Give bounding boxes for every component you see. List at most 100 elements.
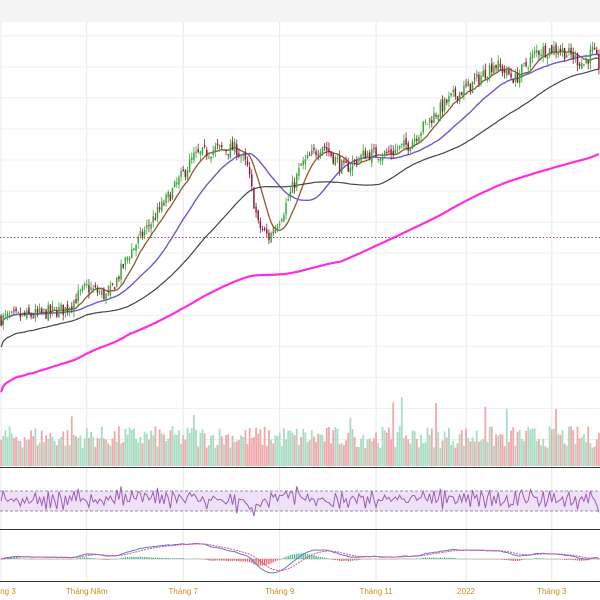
volume-bar [107, 443, 110, 466]
candle-body [568, 47, 570, 53]
macd-histogram-bar [309, 554, 311, 559]
candle [563, 47, 566, 62]
candle [591, 41, 594, 55]
volume-bar [428, 435, 431, 466]
candle-body [437, 115, 439, 120]
candle [98, 287, 101, 295]
candle [345, 156, 347, 164]
volume-bar [426, 427, 429, 466]
volume-bar [180, 443, 182, 466]
candle-body [570, 47, 572, 55]
candle [283, 212, 285, 223]
candle-body [143, 230, 146, 236]
candle-body [501, 66, 504, 74]
candle-body [109, 285, 112, 296]
candle-body [51, 306, 54, 311]
volume-bar [525, 431, 527, 466]
macd-histogram-bar [174, 558, 176, 559]
candle [86, 279, 88, 288]
candle-body [413, 138, 416, 142]
volume-bar [445, 437, 448, 466]
macd-histogram-bar [332, 559, 334, 560]
volume-bar [248, 427, 251, 466]
volume-bar [246, 443, 249, 466]
candle-body [111, 283, 114, 285]
candle-body [486, 76, 489, 80]
volume-bar [589, 443, 592, 466]
macd-histogram-bar [424, 557, 426, 559]
candle [131, 243, 133, 259]
candle [480, 71, 482, 87]
candle-body [248, 167, 251, 175]
macd-histogram-bar [536, 558, 538, 559]
macd-histogram-bar [159, 557, 161, 559]
volume-bar [373, 438, 375, 466]
candle-body [531, 53, 534, 59]
candle [557, 46, 559, 58]
candle-body [553, 46, 555, 55]
macd-histogram-bar [504, 559, 506, 561]
candle [396, 144, 399, 155]
volume-bar [353, 437, 356, 466]
candle [191, 152, 193, 165]
candle-body [274, 227, 277, 233]
candle [409, 147, 412, 154]
candle [4, 310, 7, 319]
candle-body [512, 79, 514, 84]
volume-bar [184, 439, 187, 466]
candle [377, 158, 379, 163]
volume-bar [495, 434, 497, 466]
macd-histogram-bar [538, 558, 540, 559]
macd-histogram-bar [129, 557, 131, 559]
volume-bar [126, 434, 129, 466]
volume-bar [385, 432, 388, 466]
candle [206, 146, 208, 160]
macd-histogram-bar [231, 559, 234, 562]
macd-histogram-bar [79, 557, 81, 559]
candle [328, 142, 330, 157]
macd-histogram-bar [276, 559, 279, 561]
macd-histogram-bar [452, 557, 454, 559]
macd-histogram-bar [501, 559, 504, 560]
candle [126, 256, 129, 264]
macd-histogram-bar [302, 553, 304, 559]
macd-histogram-bar [572, 559, 574, 561]
candle [317, 149, 319, 161]
macd-histogram-bar [251, 559, 253, 563]
candle [398, 145, 401, 151]
volume-bar [488, 426, 491, 466]
candle [576, 52, 579, 72]
volume-bar [572, 430, 575, 466]
macd-histogram-bar [437, 557, 439, 559]
volume-bar [323, 441, 326, 466]
volume-bar [330, 443, 332, 466]
candle [233, 138, 236, 155]
macd-histogram-bar [508, 559, 510, 561]
volume-bar [319, 434, 322, 466]
macd-histogram-bar [441, 557, 444, 559]
candle [101, 288, 103, 299]
volume-bar [94, 446, 97, 466]
macd-histogram-bar [236, 559, 238, 562]
candle [559, 44, 562, 56]
candle-body [128, 257, 131, 260]
volume-bar [486, 441, 489, 466]
volume-bar [268, 430, 270, 466]
volume-bar [430, 428, 433, 466]
volume-bar [583, 433, 585, 466]
macd-histogram-bar [257, 559, 259, 566]
macd-histogram-bar [246, 559, 249, 562]
volume-bar [133, 428, 135, 466]
candle-body [2, 314, 4, 326]
volume-bar [493, 445, 495, 466]
candle [593, 42, 596, 51]
candle-body [8, 314, 11, 317]
volume-bar [505, 408, 508, 466]
candle [285, 198, 287, 220]
candle-body [79, 290, 82, 292]
candle-body [113, 287, 116, 290]
candle-body [377, 159, 379, 160]
candle-body [77, 290, 79, 302]
candle-body [300, 164, 302, 166]
volume-bar [118, 426, 120, 466]
